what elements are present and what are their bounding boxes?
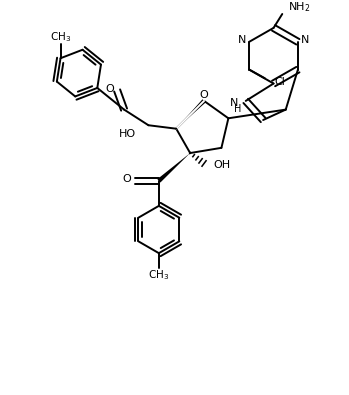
- Polygon shape: [176, 99, 206, 129]
- Text: NH$_2$: NH$_2$: [288, 0, 311, 14]
- Text: HO: HO: [119, 129, 136, 139]
- Polygon shape: [157, 153, 190, 182]
- Text: O: O: [105, 84, 114, 94]
- Text: OH: OH: [214, 160, 231, 170]
- Text: N: N: [229, 98, 238, 108]
- Text: N: N: [302, 35, 310, 45]
- Text: CH$_3$: CH$_3$: [50, 30, 71, 43]
- Text: O: O: [122, 174, 131, 184]
- Text: Cl: Cl: [274, 77, 285, 87]
- Text: H: H: [235, 103, 242, 113]
- Text: CH$_3$: CH$_3$: [148, 268, 170, 282]
- Text: O: O: [200, 90, 208, 100]
- Text: N: N: [237, 35, 246, 45]
